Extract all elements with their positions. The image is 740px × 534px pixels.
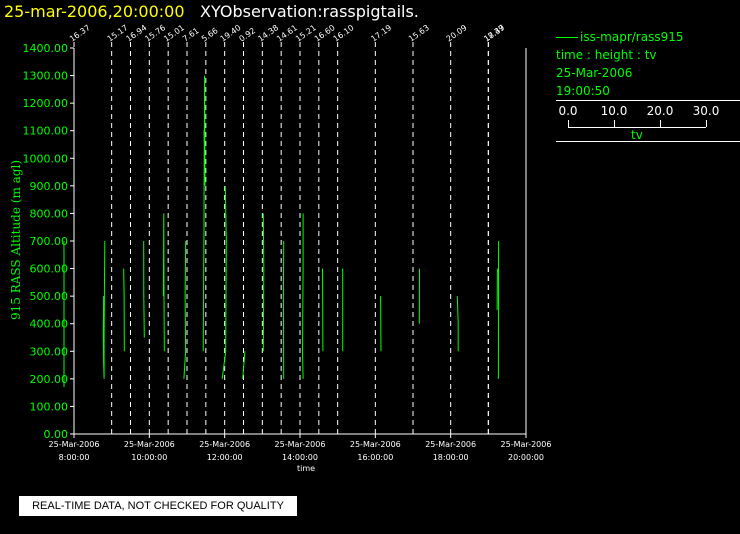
profile-trace — [162, 213, 165, 352]
profile-label: 15.01 — [162, 23, 186, 44]
profile-trace — [262, 213, 265, 352]
x-tick-time: 8:00:00 — [59, 453, 90, 462]
y-tick-label: 200.00 — [30, 373, 69, 386]
x-tick-date: 25-Mar-2006 — [275, 440, 326, 449]
profile-label: 16.60 — [313, 23, 337, 44]
y-tick-label: 1000.00 — [23, 152, 69, 165]
profile-label: 15.76 — [143, 23, 167, 44]
tv-scale-variable: tv — [631, 128, 643, 142]
y-tick-label: 900.00 — [30, 180, 69, 193]
y-tick-label: 1300.00 — [23, 70, 69, 83]
profile-label: 5.66 — [200, 26, 220, 44]
x-tick-date: 25-Mar-2006 — [425, 440, 476, 449]
tv-scale-tick-label: 10.0 — [600, 104, 628, 118]
gridlines — [73, 42, 489, 434]
x-tick-time: 16:00:00 — [357, 453, 393, 462]
legend: iss-mapr/rass915 time : height : tv 25-M… — [556, 28, 740, 142]
x-tick-date: 25-Mar-2006 — [199, 440, 250, 449]
profile-label: 20.09 — [445, 23, 469, 44]
legend-date: 25-Mar-2006 — [556, 66, 633, 80]
y-tick-label: 800.00 — [30, 207, 69, 220]
x-tick-time: 20:00:00 — [508, 453, 544, 462]
y-tick-label: 600.00 — [30, 263, 69, 276]
quality-notice: REAL-TIME DATA, NOT CHECKED FOR QUALITY — [19, 496, 297, 516]
legend-series: iss-mapr/rass915 — [556, 28, 740, 46]
x-tick-date: 25-Mar-2006 — [350, 440, 401, 449]
profile-trace — [123, 268, 125, 352]
x-tick-date: 25-Mar-2006 — [501, 440, 552, 449]
tv-scale-tick-label: 0.0 — [558, 104, 578, 118]
profile-trace — [183, 240, 187, 379]
profile-label: 16.94 — [124, 23, 148, 44]
tv-scale-tick — [568, 120, 569, 127]
profile-label: 15.21 — [294, 23, 318, 44]
legend-axes: time : height : tv — [556, 48, 657, 62]
profile-trace — [143, 240, 145, 338]
y-tick-label: 1100.00 — [23, 125, 69, 138]
profile-trace — [242, 351, 246, 379]
tv-scale-tick — [660, 120, 661, 127]
profile-label: 15.63 — [407, 23, 431, 44]
profile-trace — [102, 240, 106, 379]
y-tick-label: 300.00 — [30, 345, 69, 358]
tv-scale-tick-label: 30.0 — [692, 104, 720, 118]
y-tick-label: 500.00 — [30, 290, 69, 303]
profile-trace — [202, 75, 206, 352]
x-axis-label: time — [297, 464, 315, 473]
legend-divider — [556, 100, 740, 101]
axes: 0.00 100.00 200.00 300.00 400.00 500.00 600.00… — [23, 42, 552, 462]
x-tick-date: 25-Mar-2006 — [49, 440, 100, 449]
y-tick-label: 1400.00 — [23, 42, 69, 55]
y-tick-label: 400.00 — [30, 318, 69, 331]
tv-scale-tick — [706, 120, 707, 127]
legend-divider — [556, 141, 740, 142]
legend-time: 19:00:50 — [556, 84, 610, 98]
y-axis-label: 915 RASS Altitude (m agl) — [9, 160, 23, 320]
tv-scale: 0.0 10.0 20.0 30.0 tv — [556, 104, 740, 144]
page-title: XYObservation:rasspigtails. — [200, 2, 419, 21]
x-tick-date: 25-Mar-2006 — [124, 440, 175, 449]
profile-trace — [456, 296, 459, 352]
x-tick-time: 18:00:00 — [433, 453, 469, 462]
x-tick-time: 12:00:00 — [207, 453, 243, 462]
profile-label: 16.37 — [68, 23, 92, 44]
x-tick-time: 14:00:00 — [282, 453, 318, 462]
profile-label: 17.19 — [369, 23, 393, 44]
profile-label: 16.10 — [332, 23, 356, 44]
profile-trace — [301, 213, 304, 379]
profile-label: 18.37 — [482, 23, 506, 44]
title-date: 25-mar-2006,20:00:00 — [4, 2, 185, 21]
y-tick-label: 700.00 — [30, 235, 69, 248]
profile-label: 15.17 — [106, 23, 130, 44]
profile-label: 19.40 — [219, 23, 243, 44]
series-line-swatch — [556, 37, 578, 38]
tv-profiles — [63, 75, 500, 388]
tv-scale-tick — [614, 120, 615, 127]
profile-label: 14.61 — [275, 23, 299, 44]
x-tick-time: 10:00:00 — [131, 453, 167, 462]
profile-label: 14.38 — [256, 23, 280, 44]
y-tick-label: 1200.00 — [23, 97, 69, 110]
tv-scale-tick-label: 20.0 — [646, 104, 674, 118]
y-tick-label: 0.00 — [44, 428, 69, 441]
y-tick-label: 100.00 — [30, 400, 69, 413]
legend-series-label: iss-mapr/rass915 — [580, 30, 684, 44]
profile-trace — [221, 185, 227, 379]
tv-scale-bar — [568, 120, 706, 128]
